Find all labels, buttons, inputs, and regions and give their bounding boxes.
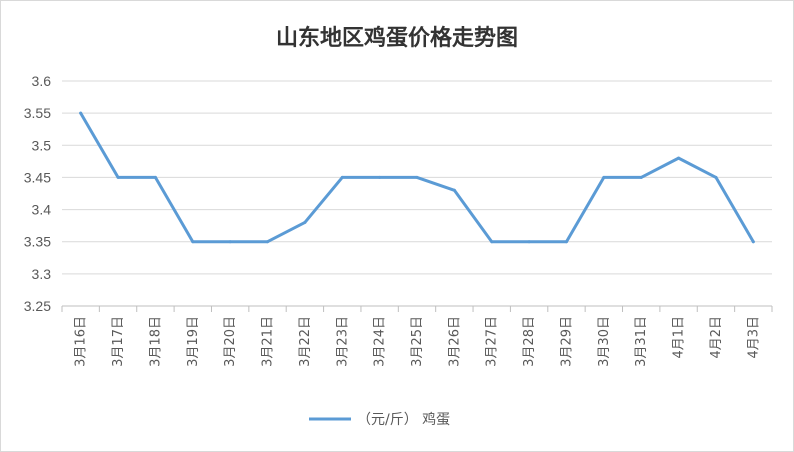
y-tick-label: 3.4 [32,202,52,218]
x-tick-label: 3月29日 [559,316,574,367]
legend-label: （元/斤） 鸡蛋 [357,411,450,428]
y-tick-label: 3.25 [24,298,51,314]
x-tick-label: 3月17日 [111,316,126,367]
data-point [751,240,755,244]
x-tick-label: 3月23日 [335,316,350,367]
x-tick-label: 3月26日 [447,316,462,367]
x-tick-label: 3月31日 [634,316,649,367]
y-tick-label: 3.3 [32,266,52,282]
x-tick-label: 3月30日 [597,316,612,367]
x-tick-label: 4月2日 [709,316,724,359]
data-point [714,175,718,179]
x-tick-label: 3月28日 [522,316,537,367]
y-tick-label: 3.6 [32,73,52,89]
x-tick-label: 4月1日 [672,316,687,359]
y-tick-label: 3.5 [32,137,52,153]
data-point [602,175,606,179]
x-tick-label: 4月3日 [746,316,761,359]
x-tick-label: 3月21日 [261,316,276,367]
x-tick-label: 3月20日 [223,316,238,367]
x-tick-label: 3月25日 [410,316,425,367]
y-axis-ticks: 3.6 3.55 3.5 3.45 3.4 3.35 3.3 3.25 [24,73,51,314]
data-point [415,175,419,179]
series-layer [79,111,755,244]
x-axis: 3月16日 3月17日 3月18日 3月19日 3月20日 3月21日 3月22日 3月23日… [61,306,773,367]
chart-title: 山东地区鸡蛋价格走势图 [276,25,518,51]
x-tick-label: 3月22日 [298,316,313,367]
data-point [228,240,232,244]
data-point [378,175,382,179]
grid-lines [62,80,772,307]
data-point [303,220,307,224]
y-tick-label: 3.55 [24,105,51,121]
data-point [266,240,270,244]
data-point [116,175,120,179]
data-point [527,240,531,244]
data-point [490,240,494,244]
data-point [452,188,456,192]
x-tick-label: 3月24日 [373,316,388,367]
x-tick-label: 3月18日 [148,316,163,367]
data-point [79,111,83,115]
y-tick-label: 3.35 [24,234,51,250]
data-point [191,240,195,244]
legend: （元/斤） 鸡蛋 [309,411,450,428]
x-tick-label: 3月16日 [74,316,89,367]
x-tick-label: 3月19日 [186,316,201,367]
data-point [677,156,681,160]
data-point [340,175,344,179]
x-tick-label: 3月27日 [485,316,500,367]
data-point [153,175,157,179]
data-point [564,240,568,244]
y-tick-label: 3.45 [24,169,51,185]
data-point [639,175,643,179]
